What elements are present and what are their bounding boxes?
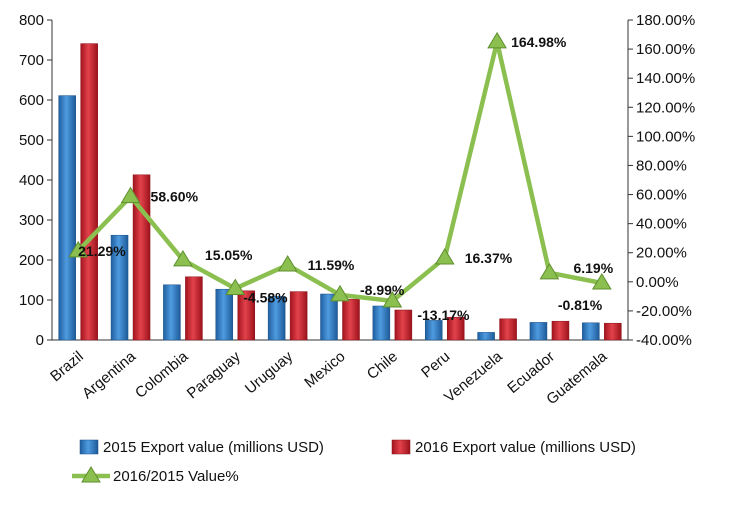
triangle-marker xyxy=(330,284,350,302)
ratio-data-label: -13.17% xyxy=(417,307,470,323)
bar-2015 xyxy=(529,322,548,341)
bar-2015 xyxy=(477,332,495,341)
left-tick-label: 800 xyxy=(19,12,44,29)
bar-2016 xyxy=(604,322,622,341)
triangle-marker xyxy=(173,249,193,267)
ratio-data-label: 11.59% xyxy=(308,257,355,273)
right-tick-label: 40.00% xyxy=(636,216,687,233)
bar-2016 xyxy=(185,276,203,341)
category-label: Peru xyxy=(418,348,453,381)
bar-2015 xyxy=(215,288,234,341)
bar-2015 xyxy=(267,296,286,341)
triangle-marker xyxy=(591,273,612,290)
triangle-marker xyxy=(382,291,403,308)
category-label: Paraguay xyxy=(184,348,244,403)
triangle-marker xyxy=(539,262,560,280)
data-labels: 21.29% 58.60% 15.05% -4.58% 11.59% -8.99% -13.… xyxy=(78,34,614,323)
category-label: Mexico xyxy=(301,348,348,392)
bar-2016 xyxy=(237,290,256,341)
left-tick-label: 500 xyxy=(19,132,44,149)
legend-swatch-2016 xyxy=(391,439,411,455)
bars xyxy=(58,43,622,341)
left-tick-label: 600 xyxy=(19,92,44,109)
legend-label-2015: 2015 Export value (millions USD) xyxy=(103,439,324,456)
bar-2015 xyxy=(320,293,338,341)
right-tick-label: 160.00% xyxy=(636,41,695,58)
category-label: Chile xyxy=(364,348,401,383)
category-label: Brazil xyxy=(47,348,87,385)
bar-2016 xyxy=(80,43,98,341)
bar-2016 xyxy=(342,298,360,341)
left-tick-label: 0 xyxy=(36,332,44,349)
left-tick-label: 100 xyxy=(19,292,44,309)
bar-2015 xyxy=(58,95,76,341)
ratio-data-label: -8.99% xyxy=(360,282,405,298)
legend-label-2016: 2016 Export value (millions USD) xyxy=(415,439,636,456)
ratio-data-label: 21.29% xyxy=(78,243,126,259)
right-tick-label: 0.00% xyxy=(636,274,679,291)
axes: 0 100 200 300 400 500 600 700 800 -40.00% -20.00% 0… xyxy=(19,12,695,349)
left-tick-label: 300 xyxy=(19,212,44,229)
bar-2016 xyxy=(289,291,308,341)
right-tick-label: -20.00% xyxy=(636,303,692,320)
ratio-data-label: 164.98% xyxy=(511,34,567,50)
bar-2015 xyxy=(163,284,181,341)
right-tick-label: -40.00% xyxy=(636,332,692,349)
right-tick-label: 140.00% xyxy=(636,70,695,87)
category-label: Uruguay xyxy=(242,348,297,398)
triangle-marker xyxy=(434,248,455,265)
legend-swatch-2015 xyxy=(79,439,99,455)
left-tick-label: 700 xyxy=(19,52,44,69)
triangle-marker xyxy=(225,278,246,295)
right-tick-label: 100.00% xyxy=(636,128,695,145)
legend-label-ratio: 2016/2015 Value% xyxy=(113,468,239,485)
triangle-marker xyxy=(487,31,507,49)
bar-2015 xyxy=(372,305,391,341)
triangle-marker xyxy=(120,186,141,204)
bar-2016 xyxy=(551,320,570,341)
triangle-marker xyxy=(68,240,89,258)
ratio-data-label: -0.81% xyxy=(558,297,603,313)
ratio-data-label: 15.05% xyxy=(205,247,253,263)
right-tick-label: 20.00% xyxy=(636,245,687,262)
legend: 2015 Export value (millions USD) 2016 Exp… xyxy=(72,439,636,485)
bar-2015 xyxy=(424,320,443,341)
ratio-data-label: -4.58% xyxy=(243,289,288,305)
ratio-line-series xyxy=(68,31,612,308)
ratio-data-label: 58.60% xyxy=(151,189,199,205)
right-tick-label: 60.00% xyxy=(636,187,687,204)
bar-2016 xyxy=(394,309,413,341)
category-label: Venezuela xyxy=(441,348,506,406)
right-tick-label: 80.00% xyxy=(636,157,687,174)
right-tick-label: 120.00% xyxy=(636,99,695,116)
bar-2015 xyxy=(582,322,600,341)
category-label: Colombia xyxy=(132,348,192,402)
left-tick-label: 200 xyxy=(19,252,44,269)
ratio-data-label: 16.37% xyxy=(465,250,513,266)
triangle-marker xyxy=(277,254,298,272)
ratio-data-label: 6.19% xyxy=(573,260,613,276)
category-label: Argentina xyxy=(79,348,140,403)
bar-2016 xyxy=(499,318,517,341)
bar-2016 xyxy=(446,316,465,341)
legend-marker-ratio xyxy=(81,466,101,483)
bar-2015 xyxy=(110,234,129,341)
right-tick-label: 180.00% xyxy=(636,12,695,29)
left-tick-label: 400 xyxy=(19,172,44,189)
